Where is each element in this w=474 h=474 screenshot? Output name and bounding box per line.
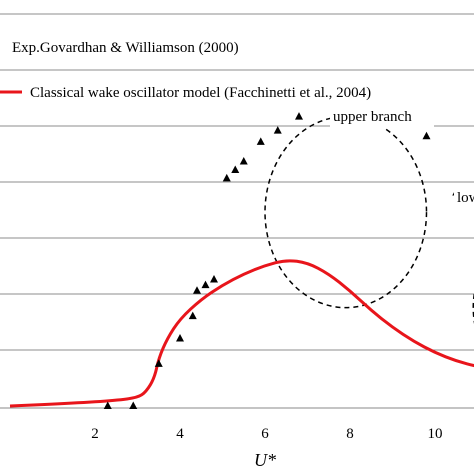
x-tick-label: 6	[261, 426, 269, 442]
annotation-bg-lower	[454, 184, 474, 208]
x-tick-labels: 24681012	[91, 426, 443, 442]
series-line-model	[9, 259, 474, 408]
data-point-experiment	[231, 165, 240, 173]
x-tick-label: 4	[176, 426, 184, 442]
legend: Exp.Govardhan & Williamson (2000) Classi…	[0, 31, 474, 103]
branch-circle	[264, 115, 428, 309]
legend-background-1	[0, 31, 340, 59]
x-axis-label: U*	[254, 450, 276, 470]
branch-circles	[264, 115, 474, 324]
grid-lines	[0, 13, 474, 351]
x-tick-label: 2	[91, 426, 99, 442]
legend-background-2	[0, 75, 474, 103]
data-point-experiment	[239, 157, 248, 165]
data-point-experiment	[295, 112, 303, 120]
data-point-experiment	[193, 286, 201, 294]
annotation-lower-branch: lower branch	[457, 190, 474, 206]
data-point-experiment	[422, 131, 431, 140]
data-point-experiment	[273, 126, 282, 134]
annotation-upper-branch: upper branch	[333, 109, 412, 125]
data-point-experiment	[188, 311, 197, 320]
data-point-experiment	[256, 137, 265, 145]
legend-entry-model: Classical wake oscillator model (Facchin…	[30, 85, 371, 101]
annotation-bg-upper	[330, 104, 434, 128]
x-tick-label: 8	[346, 426, 354, 442]
x-tick-label: 10	[428, 426, 443, 442]
data-point-experiment	[222, 173, 231, 182]
data-point-experiment	[201, 280, 210, 289]
data-point-experiment	[210, 275, 218, 283]
legend-entry-experiment: Exp.Govardhan & Williamson (2000)	[12, 40, 239, 56]
data-point-experiment	[129, 401, 138, 409]
data-point-experiment	[176, 334, 184, 342]
data-point-experiment	[154, 359, 163, 367]
series-points-experiment	[103, 106, 461, 409]
data-point-experiment	[103, 401, 112, 409]
